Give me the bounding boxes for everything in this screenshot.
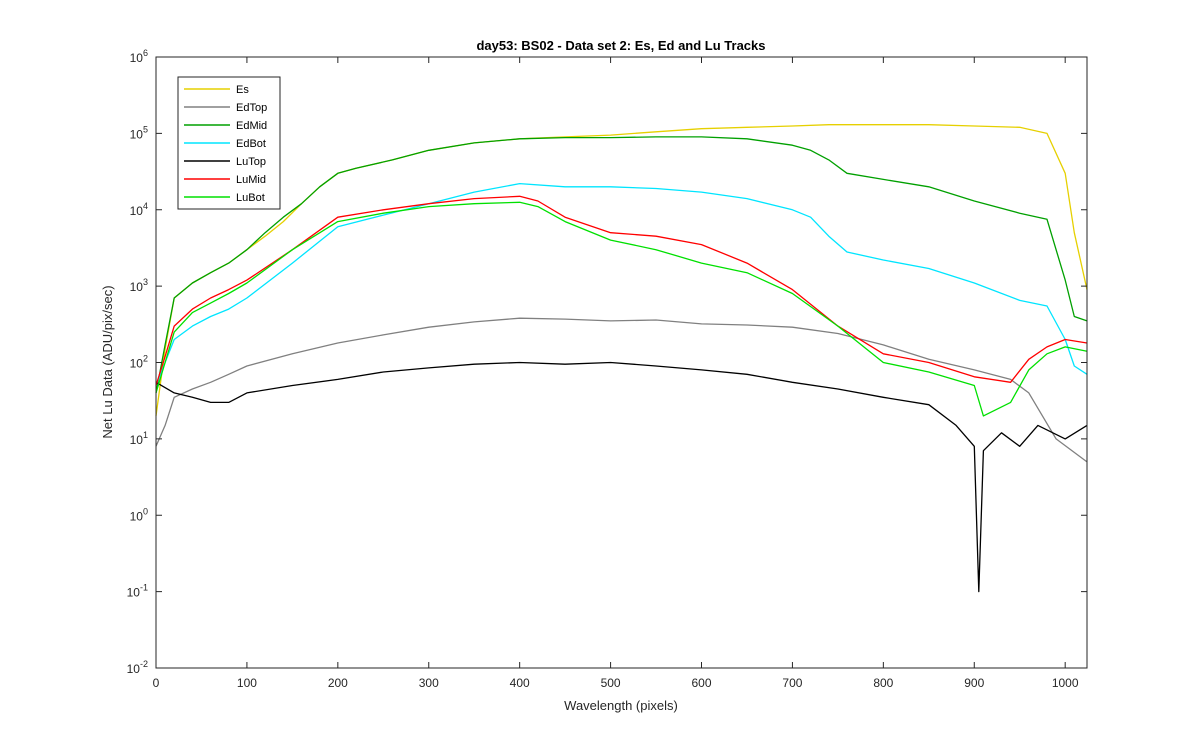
series-line-edmid [155,136,1088,394]
x-axis-label: Wavelength (pixels) [564,698,678,713]
y-tick-base: 10 [127,662,141,676]
legend-label-lubot: LuBot [236,192,265,204]
y-tick-exponent: 5 [143,124,148,134]
y-tick-exponent: 6 [143,48,148,58]
x-tick-label: 300 [419,676,439,690]
y-tick-label: 102 [130,354,148,371]
x-tick-label: 100 [237,676,257,690]
y-tick-base: 10 [130,433,144,447]
y-tick-label: 103 [130,277,148,294]
chart-title: day53: BS02 - Data set 2: Es, Ed and Lu … [476,38,765,53]
y-tick-exponent: 4 [143,201,148,211]
legend-label-edbot: EdBot [236,138,266,150]
legend-label-edmid: EdMid [236,120,267,132]
legend-label-lumid: LuMid [236,174,266,186]
y-tick-label: 105 [130,124,148,141]
y-tick-label: 101 [130,430,148,447]
x-tick-label: 800 [873,676,893,690]
series-line-edtop [155,317,1088,463]
x-tick-label: 500 [601,676,621,690]
x-tick-label: 1000 [1052,676,1079,690]
y-tick-base: 10 [130,51,144,65]
y-tick-exponent: 2 [143,354,148,364]
y-tick-label: 104 [130,201,148,218]
y-tick-label: 10-2 [127,659,148,676]
x-tick-label: 600 [691,676,711,690]
y-tick-base: 10 [130,127,144,141]
series-layer [155,124,1088,593]
series-line-lubot [155,201,1088,417]
legend-label-edtop: EdTop [236,102,267,114]
x-tick-label: 200 [328,676,348,690]
y-tick-base: 10 [130,280,144,294]
y-tick-exponent: -2 [140,659,148,669]
y-tick-base: 10 [127,586,141,600]
legend-label-lutop: LuTop [236,156,266,168]
x-tick-label: 400 [510,676,530,690]
y-tick-label: 100 [130,506,148,523]
x-tick-label: 0 [153,676,160,690]
y-tick-exponent: 3 [143,277,148,287]
y-axis-label: Net Lu Data (ADU/pix/sec) [100,285,115,438]
series-line-lutop [155,361,1088,593]
y-tick-label: 10-1 [127,583,148,600]
x-tick-label: 700 [782,676,802,690]
legend: Es EdTop EdMid EdBot LuTop LuMid LuBot [177,76,281,210]
y-tick-exponent: 1 [143,430,148,440]
plot-area [156,57,1087,668]
y-tick-exponent: 0 [143,506,148,516]
y-tick-exponent: -1 [140,583,148,593]
x-tick-label: 900 [964,676,984,690]
legend-label-es: Es [236,84,249,96]
y-tick-base: 10 [130,509,144,523]
y-tick-base: 10 [130,357,144,371]
y-tick-base: 10 [130,204,144,218]
series-line-edbot [155,182,1088,386]
series-line-lumid [155,195,1088,386]
y-tick-label: 106 [130,48,148,65]
ticks-layer: 0 100 200 300 400 500 600 700 800 900 100010-210-1… [127,48,1087,690]
